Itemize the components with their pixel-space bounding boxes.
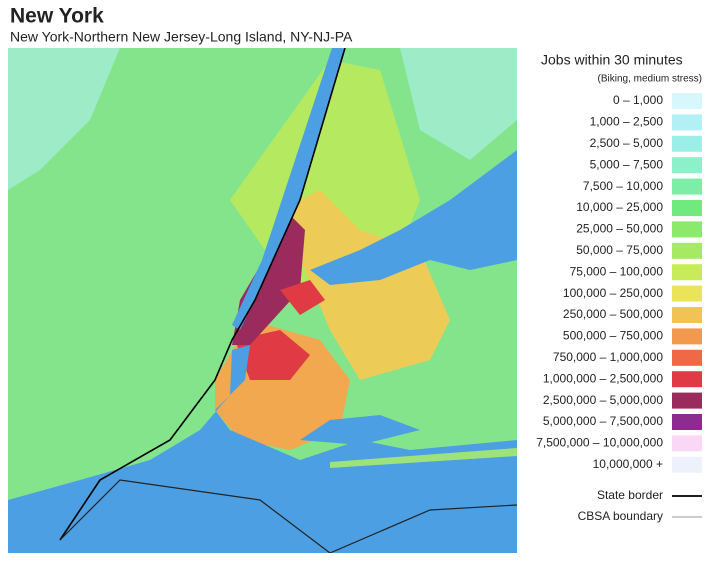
manhattan	[232, 215, 305, 345]
legend-swatch	[672, 157, 702, 174]
legend-label: 5,000 – 7,500	[590, 157, 664, 171]
hudson-river	[232, 48, 345, 330]
legend-label: 7,500,000 – 10,000,000	[536, 436, 663, 450]
legend-swatch	[672, 178, 702, 195]
legend-label: 500,000 – 750,000	[563, 329, 663, 343]
legend-subtitle: (Biking, medium stress)	[598, 74, 702, 85]
legend-label: 2,500,000 – 5,000,000	[543, 393, 663, 407]
legend-swatch	[672, 221, 702, 238]
map	[8, 48, 517, 553]
legend-line-label: CBSA boundary	[578, 509, 663, 523]
legend-swatch	[672, 371, 702, 388]
legend-label: 0 – 1,000	[613, 93, 663, 107]
legend-swatch	[672, 135, 702, 152]
legend-label: 50,000 – 75,000	[576, 243, 663, 257]
legend-label: 5,000,000 – 7,500,000	[543, 414, 663, 428]
legend-label: 10,000 – 25,000	[576, 200, 663, 214]
legend-swatch	[672, 435, 702, 452]
legend-swatch	[672, 328, 702, 345]
legend-line-label: State border	[597, 488, 663, 502]
legend-label: 100,000 – 250,000	[563, 286, 663, 300]
land-low-access	[8, 48, 120, 190]
legend-label: 250,000 – 500,000	[563, 307, 663, 321]
lic	[280, 280, 325, 315]
legend-swatch	[672, 414, 702, 430]
legend-swatch	[672, 392, 702, 409]
legend-label: 2,500 – 5,000	[590, 136, 664, 150]
subtitle: New York-Northern New Jersey-Long Island…	[10, 29, 353, 45]
bay-and-ocean	[8, 345, 517, 553]
brooklyn-core	[235, 330, 310, 380]
land-low-access	[400, 48, 517, 160]
legend-label: 10,000,000 +	[593, 457, 663, 471]
legend-swatch	[672, 307, 702, 323]
state-border	[59, 48, 346, 541]
legend-label: 7,500 – 10,000	[583, 179, 663, 193]
legend-swatch	[672, 456, 702, 473]
long-island-sound	[310, 150, 517, 285]
legend-swatch	[672, 200, 702, 216]
legend-swatch	[672, 93, 702, 109]
state-border	[59, 479, 517, 553]
legend-label: 1,000,000 – 2,500,000	[543, 371, 663, 385]
legend-label: 75,000 – 100,000	[570, 264, 664, 278]
title: New York	[10, 5, 104, 28]
legend-swatch	[672, 114, 702, 131]
legend-swatch	[672, 242, 702, 259]
legend-label: 750,000 – 1,000,000	[553, 350, 663, 364]
legend-swatch	[672, 349, 702, 366]
jamaica-bay	[300, 415, 420, 445]
legend-label: 25,000 – 50,000	[576, 222, 663, 236]
legend-swatch	[672, 285, 702, 302]
legend-title: Jobs within 30 minutes	[541, 52, 683, 68]
barrier-island	[330, 448, 517, 468]
queens	[280, 190, 450, 380]
legend-swatch	[672, 264, 702, 281]
legend-label: 1,000 – 2,500	[590, 115, 664, 129]
